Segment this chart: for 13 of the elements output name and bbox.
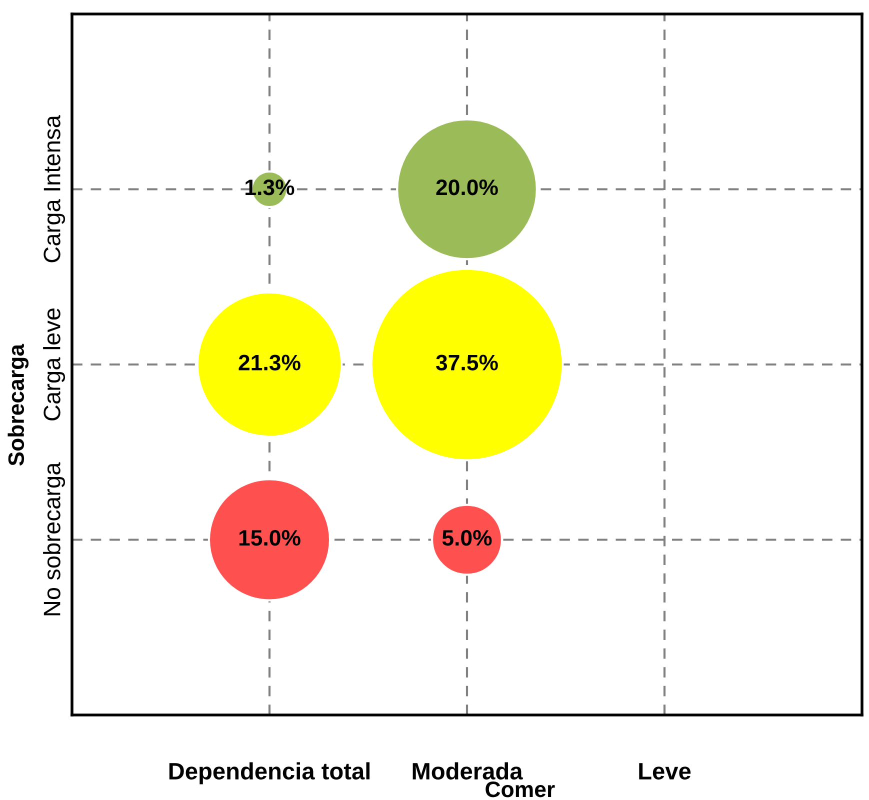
category-label: Moderada xyxy=(412,762,523,780)
data-label: 21.3% xyxy=(238,354,300,370)
data-label: 15.0% xyxy=(239,530,300,546)
category-label: Leve xyxy=(639,763,691,780)
category-label: No sobrecarga xyxy=(43,462,66,616)
text: Sobrecarga xyxy=(8,344,29,466)
category-label: Dependencia total xyxy=(169,762,370,784)
category-label: Carga Intensa xyxy=(44,115,66,262)
data-label: 37.5% xyxy=(436,354,498,370)
data-label: 5.0% xyxy=(442,530,492,546)
data-label: 20.0% xyxy=(436,179,498,196)
text: Comer xyxy=(486,781,555,798)
category-label: Carga leve xyxy=(43,308,66,420)
